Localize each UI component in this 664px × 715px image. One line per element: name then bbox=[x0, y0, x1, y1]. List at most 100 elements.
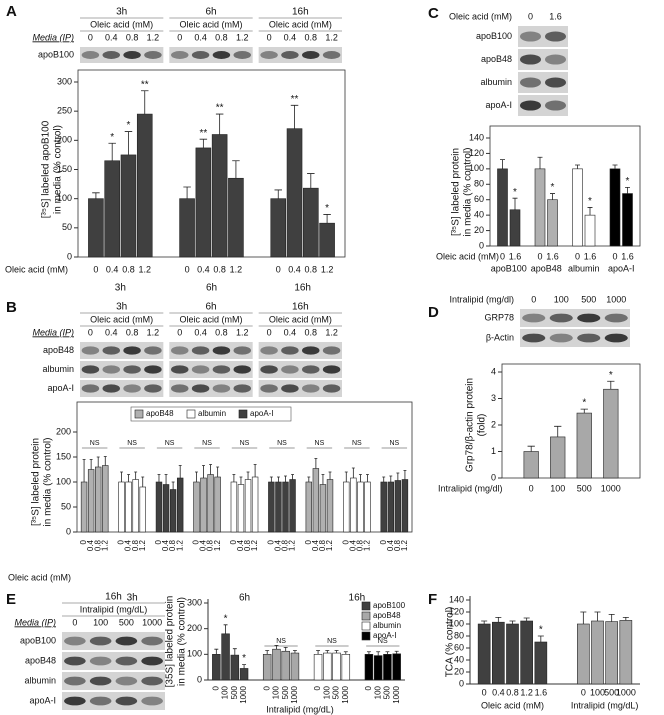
bar bbox=[326, 479, 334, 533]
error-bar bbox=[537, 156, 543, 169]
bar bbox=[319, 484, 327, 533]
bar bbox=[497, 168, 508, 247]
error-bar bbox=[376, 651, 381, 656]
blot-band bbox=[260, 384, 278, 393]
x-tick-label: 0 bbox=[341, 539, 350, 544]
legend-label: albumin bbox=[198, 409, 226, 418]
y-tick-label: 140 bbox=[449, 594, 464, 604]
error-bar bbox=[246, 471, 250, 480]
x-tick-label: 0.8 bbox=[305, 264, 318, 274]
x-axis-label: Intralipid (mg/dL) bbox=[266, 704, 334, 714]
x-tick-label: 100 bbox=[550, 483, 565, 493]
blot-lane: 1.6 bbox=[549, 11, 562, 21]
bar bbox=[169, 489, 177, 533]
x-tick-label: 0.8 bbox=[213, 264, 226, 274]
bar bbox=[401, 479, 409, 533]
error-bar bbox=[120, 471, 123, 482]
y-axis-label: [³⁵S] labeled protein bbox=[31, 438, 42, 526]
x-tick-label: 0 bbox=[612, 251, 617, 261]
blot-lane: 0.4 bbox=[194, 327, 207, 337]
error-bar bbox=[366, 474, 369, 482]
y-tick-label: 120 bbox=[469, 148, 484, 158]
blot-band bbox=[577, 313, 601, 323]
blot-band bbox=[520, 54, 541, 65]
blot-band bbox=[171, 384, 189, 393]
y-tick-label: 250 bbox=[57, 106, 72, 116]
group-label: 3h bbox=[127, 593, 138, 604]
x-tick-label: 1.6 bbox=[546, 251, 559, 261]
blot-strip bbox=[258, 361, 342, 378]
x-tick-label: 1000 bbox=[341, 685, 350, 703]
blot-band bbox=[102, 51, 120, 59]
x-tick-label: 0 bbox=[117, 539, 126, 544]
error-bar bbox=[199, 138, 208, 148]
blot-lane: 1.2 bbox=[325, 327, 338, 337]
x-tick-label: 0 bbox=[185, 264, 190, 274]
blot-band bbox=[233, 346, 251, 355]
blot-lane: 0 bbox=[531, 294, 536, 304]
bar bbox=[506, 623, 519, 685]
blot-lane: 0 bbox=[88, 32, 93, 42]
x-tick-label: 0 bbox=[276, 264, 281, 274]
bar bbox=[195, 147, 212, 258]
x-tick-label: 0 bbox=[192, 539, 201, 544]
bar bbox=[343, 481, 350, 533]
x-tick-label: 0.4 bbox=[197, 264, 210, 274]
error-bar bbox=[594, 611, 601, 621]
blot-row-label: albumin bbox=[24, 675, 56, 685]
y-tick-label: 300 bbox=[187, 597, 202, 607]
blot-treatment: Oleic acid (mM) bbox=[179, 19, 242, 29]
x-tick-label: 0 bbox=[537, 251, 542, 261]
blot-lane: 0.4 bbox=[194, 32, 207, 42]
x-tick-label: 0.8 bbox=[393, 539, 402, 551]
panel-letter: B bbox=[6, 299, 17, 316]
error-bar bbox=[127, 474, 131, 482]
significance: * bbox=[551, 182, 555, 193]
blot-media: Media (IP) bbox=[32, 32, 74, 42]
error-bar bbox=[495, 617, 502, 623]
bar bbox=[290, 652, 300, 681]
bar bbox=[80, 481, 88, 533]
error-bar bbox=[171, 481, 175, 490]
bar bbox=[622, 193, 633, 247]
error-bar bbox=[178, 465, 182, 478]
blot-lane: 1.2 bbox=[325, 32, 338, 42]
bar bbox=[87, 469, 95, 533]
y-tick-label: 300 bbox=[57, 76, 72, 86]
group-label: 6h bbox=[206, 283, 217, 294]
blot-band bbox=[322, 365, 341, 374]
x-tick-label: 0 bbox=[229, 539, 238, 544]
x-tick-label: 1.2 bbox=[138, 539, 147, 551]
error-bar bbox=[141, 476, 145, 487]
error-bar bbox=[351, 467, 355, 478]
y-tick-label: 40 bbox=[454, 654, 464, 664]
blot-lane: 0.8 bbox=[304, 32, 317, 42]
error-bar bbox=[239, 476, 243, 485]
blot-band bbox=[233, 365, 251, 374]
error-bar bbox=[108, 142, 116, 161]
blot-treatment: Oleic acid (mM) bbox=[269, 19, 332, 29]
group-label: 16h bbox=[349, 593, 366, 604]
bar bbox=[200, 477, 207, 533]
blot-band bbox=[322, 51, 341, 59]
blot-strip bbox=[169, 361, 253, 378]
blot-treatment: Oleic acid (mM) bbox=[449, 11, 512, 21]
blot-band bbox=[144, 384, 162, 393]
panel-letter: E bbox=[6, 591, 16, 608]
blot-band bbox=[89, 656, 112, 666]
x-tick-label: 1.6 bbox=[535, 687, 548, 697]
y-tick-label: 100 bbox=[187, 649, 202, 659]
blot-band bbox=[322, 346, 341, 355]
significance: * bbox=[513, 187, 517, 198]
x-tick-label: 0.4 bbox=[86, 539, 95, 551]
x-tick-label: 0 bbox=[313, 685, 322, 690]
y-tick-label: 200 bbox=[187, 623, 202, 633]
x-tick-label: 1.2 bbox=[400, 539, 409, 551]
panel-letter: A bbox=[6, 3, 17, 20]
error-bar bbox=[481, 620, 488, 624]
significance: * bbox=[224, 613, 228, 624]
blot-strip bbox=[518, 49, 568, 70]
bar bbox=[392, 653, 401, 681]
error-bar bbox=[134, 471, 138, 480]
blot-band bbox=[577, 333, 601, 343]
